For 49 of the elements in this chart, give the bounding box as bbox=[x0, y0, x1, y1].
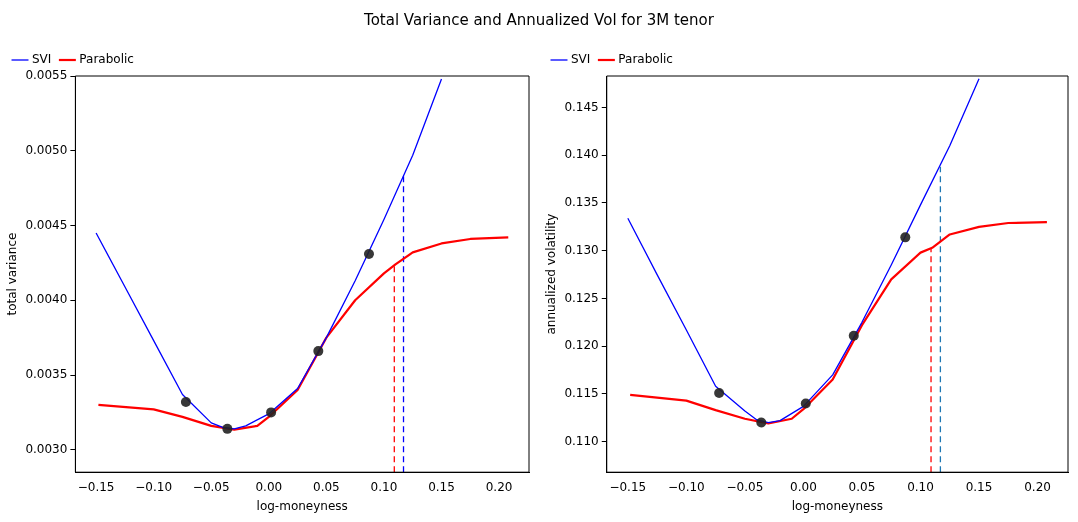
x-tick-label: −0.15 bbox=[609, 479, 647, 494]
y-tick-label: 0.110 bbox=[564, 433, 599, 448]
y-tick-label: 0.145 bbox=[564, 99, 599, 114]
x-tick-label: −0.05 bbox=[726, 479, 764, 494]
point bbox=[714, 387, 725, 398]
point bbox=[266, 407, 277, 418]
point bbox=[900, 232, 911, 243]
x-tick-label: 0.20 bbox=[485, 479, 513, 494]
x-tick-label: 0.15 bbox=[965, 479, 993, 494]
x-tick-label: −0.15 bbox=[77, 479, 115, 494]
y-tick-label: 0.0050 bbox=[25, 142, 68, 157]
y-tick-label: 0.0055 bbox=[25, 68, 68, 83]
x-tick-label: −0.10 bbox=[667, 479, 705, 494]
chart-title: Total Variance and Annualized Vol for 3M tenor bbox=[363, 10, 715, 31]
legend-label: Parabolic bbox=[618, 52, 673, 67]
y-tick-label: 0.125 bbox=[564, 290, 599, 305]
x-tick-label: 0.05 bbox=[313, 479, 340, 494]
x-tick-label: 0.05 bbox=[848, 479, 876, 494]
x-tick-label: 0.00 bbox=[790, 479, 817, 494]
y-tick-label: 0.0045 bbox=[25, 217, 68, 232]
point bbox=[800, 398, 811, 409]
point bbox=[313, 346, 324, 357]
y-tick-label: 0.140 bbox=[564, 147, 599, 162]
legend-label: SVI bbox=[32, 52, 52, 67]
y-tick-label: 0.0040 bbox=[25, 292, 68, 307]
y-tick-label: 0.0030 bbox=[25, 441, 68, 456]
point bbox=[363, 248, 374, 259]
point bbox=[222, 423, 233, 434]
y-tick-label: 0.115 bbox=[564, 386, 599, 401]
x-tick-label: 0.20 bbox=[1024, 479, 1051, 494]
legend-label: SVI bbox=[571, 52, 591, 67]
x-tick-label: −0.10 bbox=[135, 479, 173, 494]
x-tick-label: 0.10 bbox=[907, 479, 934, 494]
y-tick-label: 0.130 bbox=[564, 242, 599, 257]
y-tick-label: 0.120 bbox=[564, 338, 599, 353]
y-tick-label: 0.135 bbox=[564, 195, 599, 210]
legend-label: Parabolic bbox=[79, 52, 134, 67]
x-tick-label: 0.00 bbox=[255, 479, 283, 494]
x-axis-title: log-moneyness bbox=[791, 498, 883, 513]
y-tick-label: 0.0035 bbox=[25, 367, 68, 382]
y-axis-title: annualized volatility bbox=[544, 213, 559, 335]
x-tick-label: −0.05 bbox=[192, 479, 230, 494]
x-tick-label: 0.15 bbox=[428, 479, 455, 494]
y-axis-title: total variance bbox=[5, 232, 20, 316]
x-tick-label: 0.10 bbox=[370, 479, 398, 494]
point bbox=[180, 396, 191, 407]
point bbox=[848, 330, 859, 341]
x-axis-title: log-moneyness bbox=[256, 498, 348, 513]
point bbox=[756, 417, 767, 428]
